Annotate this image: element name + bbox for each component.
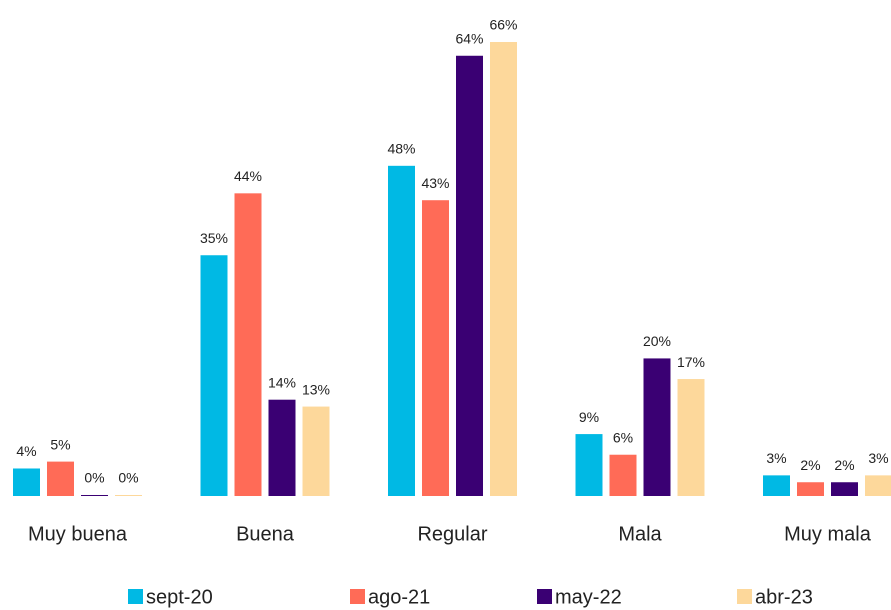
bar (643, 358, 671, 496)
category-label: Mala (618, 523, 662, 545)
legend-swatch (350, 589, 365, 604)
legend-label: ago-21 (368, 586, 430, 608)
bar (609, 454, 637, 496)
value-label: 35% (200, 230, 228, 246)
category-label: Muy mala (784, 523, 872, 545)
value-label: 13% (302, 381, 330, 397)
bar (81, 495, 108, 496)
value-label: 66% (489, 17, 517, 33)
bar (490, 42, 517, 496)
value-label: 0% (118, 470, 138, 486)
value-label: 14% (268, 374, 296, 390)
value-label: 17% (677, 354, 705, 370)
value-label: 6% (613, 429, 633, 445)
value-label: 9% (579, 409, 599, 425)
bar (865, 475, 891, 496)
value-label: 48% (387, 141, 415, 157)
value-label: 3% (766, 450, 786, 466)
bar (388, 165, 415, 496)
legend-swatch (128, 589, 143, 604)
legend-swatch (537, 589, 552, 604)
bar (763, 475, 790, 496)
bar (302, 406, 330, 496)
value-label: 2% (834, 457, 854, 473)
bar (831, 482, 858, 496)
legend-label: sept-20 (146, 586, 213, 608)
category-label: Regular (417, 523, 487, 545)
bar (115, 495, 142, 496)
bar (797, 482, 824, 496)
value-label: 5% (50, 436, 70, 452)
bar (200, 255, 228, 496)
category-label: Buena (236, 523, 295, 545)
value-label: 64% (455, 30, 483, 46)
value-label: 43% (421, 175, 449, 191)
bar (13, 468, 40, 496)
bar (47, 461, 74, 496)
legend-swatch (737, 589, 752, 604)
bar (456, 55, 483, 497)
bar (234, 193, 262, 497)
value-label: 0% (84, 470, 104, 486)
legend-label: may-22 (555, 586, 622, 608)
value-label: 4% (16, 443, 36, 459)
bar (422, 200, 449, 496)
bar (268, 399, 296, 496)
bar (677, 379, 705, 496)
value-label: 44% (234, 168, 262, 184)
value-label: 3% (868, 450, 888, 466)
value-label: 2% (800, 457, 820, 473)
bar (575, 434, 603, 496)
value-label: 20% (643, 333, 671, 349)
category-label: Muy buena (28, 523, 128, 545)
legend-label: abr-23 (755, 586, 813, 608)
